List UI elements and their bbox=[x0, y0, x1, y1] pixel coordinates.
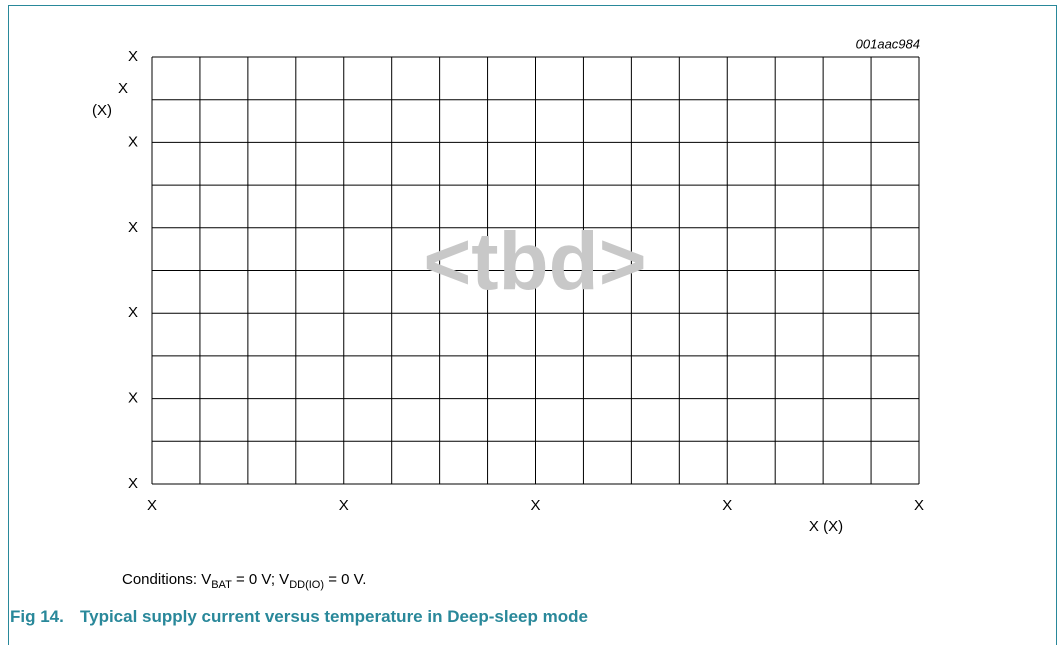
y-axis-unit: (X) bbox=[92, 102, 112, 119]
x-axis-title: X (X) bbox=[809, 518, 843, 535]
subscript: BAT bbox=[211, 579, 232, 591]
x-tick-label: X bbox=[339, 497, 349, 514]
y-tick-label: X bbox=[128, 475, 138, 492]
caption-number: Fig 14. bbox=[10, 607, 64, 626]
watermark: <tbd> bbox=[423, 217, 646, 308]
text: Conditions: V bbox=[122, 571, 212, 588]
y-axis-title: X bbox=[118, 80, 128, 97]
y-tick-label: X bbox=[128, 304, 138, 321]
text: = 0 V; V bbox=[231, 571, 290, 588]
y-tick-label: X bbox=[128, 48, 138, 65]
y-tick-label: X bbox=[128, 219, 138, 236]
caption-text: Typical supply current versus temperatur… bbox=[80, 607, 588, 626]
x-tick-label: X bbox=[914, 497, 924, 514]
subscript: DD(IO) bbox=[289, 579, 325, 591]
text: = 0 V. bbox=[324, 571, 367, 588]
frame bbox=[8, 5, 1057, 645]
conditions: Conditions: VBAT = 0 V; VDD(IO) = 0 V. bbox=[122, 571, 366, 591]
caption: Fig 14. Typical supply current versus tem… bbox=[10, 607, 588, 627]
x-tick-label: X bbox=[147, 497, 157, 514]
x-tick-label: X bbox=[722, 497, 732, 514]
figure-id: 001aac984 bbox=[856, 36, 920, 51]
x-tick-label: X bbox=[530, 497, 540, 514]
y-tick-label: X bbox=[128, 390, 138, 407]
y-tick-label: X bbox=[128, 133, 138, 150]
